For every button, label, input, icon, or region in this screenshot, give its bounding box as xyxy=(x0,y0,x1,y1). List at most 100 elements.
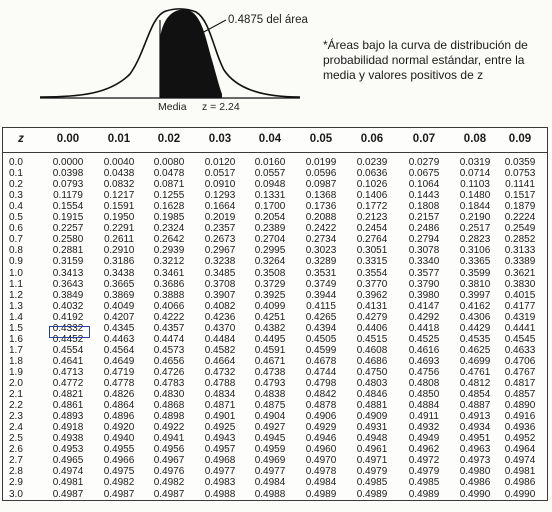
z-value-cell: 2.9 xyxy=(9,477,23,489)
table-row: 1.1 0.3643 0.3665 0.3686 0.3708 0.3729 0.3749 0… xyxy=(3,279,547,290)
area-value-cell: 0.4977 xyxy=(254,466,286,478)
area-value-cell: 0.4418 xyxy=(408,322,440,334)
area-value-cell: 0.4812 xyxy=(459,378,491,389)
z-value-cell: 0.1 xyxy=(9,168,23,180)
z-value-cell: 0.5 xyxy=(9,212,23,224)
area-value-cell: 0.3665 xyxy=(103,278,135,290)
table-row: 1.9 0.4713 0.4719 0.4726 0.4732 0.4738 0.4744 0… xyxy=(3,367,547,378)
area-value-cell: 0.4783 xyxy=(153,378,185,389)
area-value-cell: 0.4985 xyxy=(356,477,388,489)
area-value-cell: 0.4916 xyxy=(504,411,536,423)
area-value-cell: 0.4292 xyxy=(408,311,440,323)
area-value-cell: 0.3599 xyxy=(459,267,491,279)
area-value-cell: 0.1700 xyxy=(254,201,286,213)
table-row: 1.2 0.3849 0.3869 0.3888 0.3907 0.3925 0.3944 0… xyxy=(3,290,547,301)
area-value-cell: 0.4222 xyxy=(153,311,185,323)
highlighted-cell-box xyxy=(49,326,90,338)
area-value-cell: 0.4582 xyxy=(204,344,236,356)
normal-curve-graphic xyxy=(39,8,301,99)
area-value-cell: 0.4251 xyxy=(254,311,286,323)
area-value-cell: 0.4871 xyxy=(204,400,236,412)
column-header: 0.09 xyxy=(508,133,532,145)
area-value-cell: 0.2019 xyxy=(204,212,236,224)
area-value-cell: 0.3389 xyxy=(504,256,536,268)
area-value-cell: 0.4545 xyxy=(504,333,536,345)
area-value-cell: 0.3238 xyxy=(204,256,236,268)
area-value-cell: 0.3962 xyxy=(356,289,388,301)
area-value-cell: 0.3708 xyxy=(204,278,236,290)
area-value-cell: 0.2939 xyxy=(153,245,185,257)
table-row: 3.0 0.4987 0.4987 0.4987 0.4988 0.4988 0.4989 0… xyxy=(3,489,547,500)
area-value-cell: 0.4357 xyxy=(153,322,185,334)
area-value-cell: 0.4641 xyxy=(52,355,84,367)
area-value-cell: 0.4984 xyxy=(254,477,286,489)
area-value-cell: 0.4934 xyxy=(459,422,491,434)
table-row: 0.1 0.0398 0.0438 0.0478 0.0517 0.0557 0.0596 0… xyxy=(3,168,547,179)
area-value-cell: 0.3078 xyxy=(408,245,440,257)
area-value-cell: 0.4973 xyxy=(459,455,491,467)
table-row: 1.6 0.4452 0.4463 0.4474 0.4484 0.4495 0.4505 0… xyxy=(3,334,547,345)
z-value-cell: 2.1 xyxy=(9,389,23,401)
area-value-cell: 0.2224 xyxy=(504,212,536,224)
area-value-cell: 0.4706 xyxy=(504,355,536,367)
area-value-cell: 0.2123 xyxy=(356,212,388,224)
area-value-cell: 0.4750 xyxy=(356,366,388,378)
area-value-cell: 0.0120 xyxy=(204,157,236,168)
column-header: 0.08 xyxy=(463,133,487,145)
area-value-cell: 0.0040 xyxy=(103,157,135,168)
area-value-cell: 0.2324 xyxy=(153,223,185,235)
area-value-cell: 0.0871 xyxy=(153,179,185,191)
area-value-cell: 0.4904 xyxy=(254,411,286,423)
area-value-cell: 0.4911 xyxy=(409,411,439,423)
table-row: 0.4 0.1554 0.1591 0.1628 0.1664 0.1700 0.1736 0… xyxy=(3,201,547,212)
area-value-cell: 0.4429 xyxy=(459,322,491,334)
area-value-cell: 0.4505 xyxy=(305,333,337,345)
area-value-cell: 0.4319 xyxy=(504,311,536,323)
z-value-cell: 2.8 xyxy=(9,466,23,478)
area-value-cell: 0.4965 xyxy=(52,455,84,467)
area-value-cell: 0.4591 xyxy=(254,344,286,356)
area-value-cell: 0.4633 xyxy=(504,344,536,356)
area-value-cell: 0.1443 xyxy=(408,190,440,202)
column-header: 0.06 xyxy=(360,133,384,145)
area-value-cell: 0.4236 xyxy=(204,311,236,323)
area-value-cell: 0.4898 xyxy=(153,411,185,423)
area-value-cell: 0.0517 xyxy=(204,168,236,180)
column-header: 0.05 xyxy=(309,133,333,145)
area-value-cell: 0.4961 xyxy=(356,444,388,456)
area-value-cell: 0.4932 xyxy=(408,422,440,434)
z-value-cell: 1.8 xyxy=(9,355,23,367)
area-value-cell: 0.4015 xyxy=(504,289,536,301)
bell-curve xyxy=(39,8,301,98)
z-value-cell: 1.9 xyxy=(9,366,23,378)
area-value-cell: 0.3925 xyxy=(254,289,286,301)
z-value-cell: 0.4 xyxy=(9,201,23,213)
area-value-cell: 0.4945 xyxy=(254,433,286,445)
table-header-row: z 0.00 0.01 0.02 0.03 0.04 0.05 0.06 0.07 0.08 0.… xyxy=(3,128,547,153)
area-value-cell: 0.1064 xyxy=(408,179,440,191)
table-row: 2.4 0.4918 0.4920 0.4922 0.4925 0.4927 0.4929 0… xyxy=(3,422,547,433)
area-value-cell: 0.4925 xyxy=(204,422,236,434)
area-value-cell: 0.4931 xyxy=(356,422,388,434)
area-value-cell: 0.4842 xyxy=(305,389,337,401)
table-row: 0.2 0.0793 0.0832 0.0871 0.0910 0.0948 0.0987 0… xyxy=(3,179,547,190)
area-value-cell: 0.4608 xyxy=(356,344,388,356)
area-value-cell: 0.0714 xyxy=(459,168,491,180)
area-value-cell: 0.1950 xyxy=(103,212,135,224)
area-value-cell: 0.4265 xyxy=(305,311,337,323)
table-row: 1.0 0.3413 0.3438 0.3461 0.3485 0.3508 0.3531 0… xyxy=(3,268,547,279)
area-value-cell: 0.2422 xyxy=(305,223,337,235)
area-value-cell: 0.0000 xyxy=(52,157,84,168)
area-value-cell: 0.4772 xyxy=(52,378,84,389)
table-row: 2.7 0.4965 0.4966 0.4967 0.4968 0.4969 0.4970 0… xyxy=(3,455,547,466)
area-value-cell: 0.3315 xyxy=(356,256,388,268)
table-row: 0.3 0.1179 0.1217 0.1255 0.1293 0.1331 0.1368 0… xyxy=(3,190,547,201)
area-value-cell: 0.3186 xyxy=(103,256,135,268)
area-value-cell: 0.1255 xyxy=(153,190,185,202)
area-value-cell: 0.4906 xyxy=(305,411,337,423)
area-value-cell: 0.4974 xyxy=(52,466,84,478)
area-value-cell: 0.4953 xyxy=(52,444,84,456)
area-value-cell: 0.4732 xyxy=(204,366,236,378)
area-value-cell: 0.4990 xyxy=(504,488,536,500)
z-value-cell: 1.3 xyxy=(9,300,23,312)
